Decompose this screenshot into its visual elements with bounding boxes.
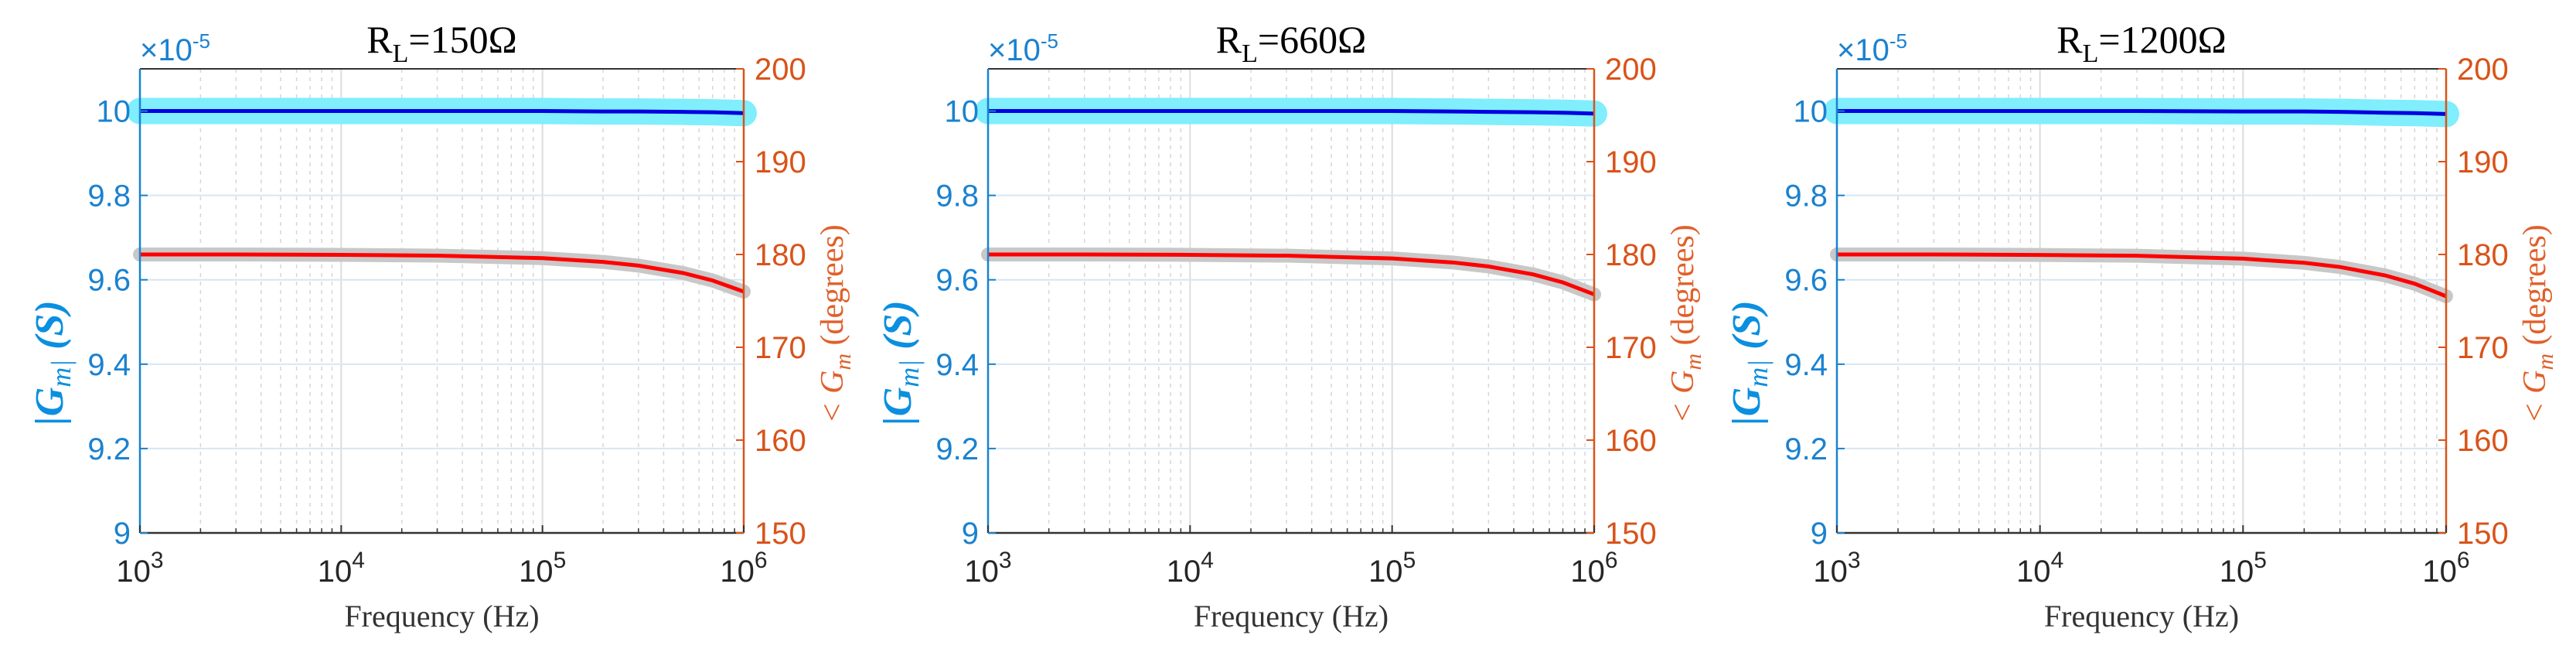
- left-y-tick-label: 10: [945, 95, 980, 129]
- right-y-tick-label: 150: [2457, 517, 2509, 551]
- panel-2: 103 104 105 106 9 9.2 9.4 9.6 9.8 10×10-5 150 160 17…: [876, 18, 1706, 633]
- left-y-tick-label: 9.4: [935, 348, 979, 382]
- magnitude-series-line: [140, 109, 745, 115]
- left-y-tick-label: 9: [114, 517, 131, 551]
- phase-reference-band: [981, 248, 1601, 302]
- left-y-tick-label: 9.4: [87, 348, 131, 382]
- right-y-tick-label: 150: [755, 517, 806, 551]
- right-y-tick-label: 180: [2457, 238, 2509, 272]
- left-y-axis-label: |Gm| (S): [28, 300, 77, 425]
- left-y-tick-label: 9.2: [1784, 432, 1828, 466]
- left-y-tick-label: 9.4: [1784, 348, 1828, 382]
- panel-3: 103 104 105 106 9 9.2 9.4 9.6 9.8 10 ×10-5 150 160 17…: [1725, 18, 2558, 633]
- left-y-tick-label: 9.8: [1784, 179, 1828, 213]
- left-y-tick-label: 9: [1811, 517, 1828, 551]
- chart-title: RL=660Ω: [1216, 18, 1367, 68]
- right-y-tick-label: 150: [1605, 517, 1657, 551]
- left-y-tick-label: 9.6: [935, 264, 979, 298]
- x-tick-label: 103: [1813, 548, 1860, 589]
- right-y-axis-label: < Gm (degrees): [2517, 224, 2558, 424]
- right-y-tick-label: 200: [1605, 53, 1657, 87]
- left-y-exponent-label: ×10-5: [988, 29, 1058, 67]
- left-y-tick-label: 10: [1794, 95, 1828, 129]
- x-tick-label: 106: [2422, 548, 2469, 589]
- x-tick-label: 105: [519, 548, 566, 589]
- phase-reference-band: [1830, 248, 2453, 303]
- left-y-tick-label: 9.2: [935, 432, 979, 466]
- x-tick-label: 106: [1570, 548, 1617, 589]
- x-axis-label: Frequency (Hz): [1194, 599, 1389, 633]
- right-y-tick-label: 190: [2457, 145, 2509, 179]
- x-tick-label: 104: [318, 548, 365, 589]
- right-y-axis-label: < Gm (degrees): [1665, 224, 1706, 424]
- right-y-tick-label: 190: [755, 145, 806, 179]
- left-y-exponent-label: ×10-5: [140, 29, 210, 67]
- right-y-tick-label: 170: [1605, 331, 1657, 365]
- x-tick-label: 103: [116, 548, 163, 589]
- left-y-tick-label: 9.6: [1784, 264, 1828, 298]
- chart-title: RL=150Ω: [366, 18, 517, 68]
- right-y-axis-label: < Gm (degrees): [815, 224, 856, 424]
- right-y-tick-label: 160: [755, 424, 806, 458]
- left-y-tick-label: 9: [962, 517, 979, 551]
- x-tick-label: 103: [964, 548, 1011, 589]
- x-tick-label: 106: [720, 548, 767, 589]
- right-y-tick-label: 170: [755, 331, 806, 365]
- x-tick-label: 105: [2220, 548, 2267, 589]
- right-y-tick-label: 160: [2457, 424, 2509, 458]
- left-y-tick-label: 9.8: [935, 179, 979, 213]
- x-axis-label: Frequency (Hz): [344, 599, 539, 633]
- x-axis-label: Frequency (Hz): [2044, 599, 2239, 633]
- right-y-tick-label: 190: [1605, 145, 1657, 179]
- phase-series-line: [988, 252, 1595, 296]
- left-y-exponent-label: ×10-5: [1837, 29, 1907, 67]
- panel-1: 103 104 105 106 9 9.2 9.4 9.6 9.8 10 ×10-5 150 160 17…: [28, 18, 856, 633]
- x-tick-label: 104: [1167, 548, 1214, 589]
- left-y-axis-label: |Gm| (S): [1725, 300, 1774, 425]
- left-y-tick-label: 10: [97, 95, 131, 129]
- x-tick-label: 104: [2016, 548, 2063, 589]
- magnitude-series-line: [988, 109, 1595, 116]
- phase-series-line: [1837, 252, 2447, 299]
- left-y-tick-label: 9.8: [87, 179, 131, 213]
- x-tick-label: 105: [1368, 548, 1416, 589]
- right-y-tick-label: 160: [1605, 424, 1657, 458]
- left-y-tick-label: 9.6: [87, 264, 131, 298]
- phase-reference-band: [133, 248, 751, 299]
- phase-series-line: [140, 252, 745, 294]
- left-y-tick-label: 9.2: [87, 432, 131, 466]
- magnitude-series-line: [1837, 109, 2447, 116]
- chart-title: RL=1200Ω: [2056, 18, 2227, 68]
- right-y-tick-label: 180: [1605, 238, 1657, 272]
- left-y-axis-label: |Gm| (S): [876, 300, 925, 425]
- right-y-tick-label: 200: [755, 53, 806, 87]
- right-y-tick-label: 180: [755, 238, 806, 272]
- right-y-tick-label: 200: [2457, 53, 2509, 87]
- right-y-tick-label: 170: [2457, 331, 2509, 365]
